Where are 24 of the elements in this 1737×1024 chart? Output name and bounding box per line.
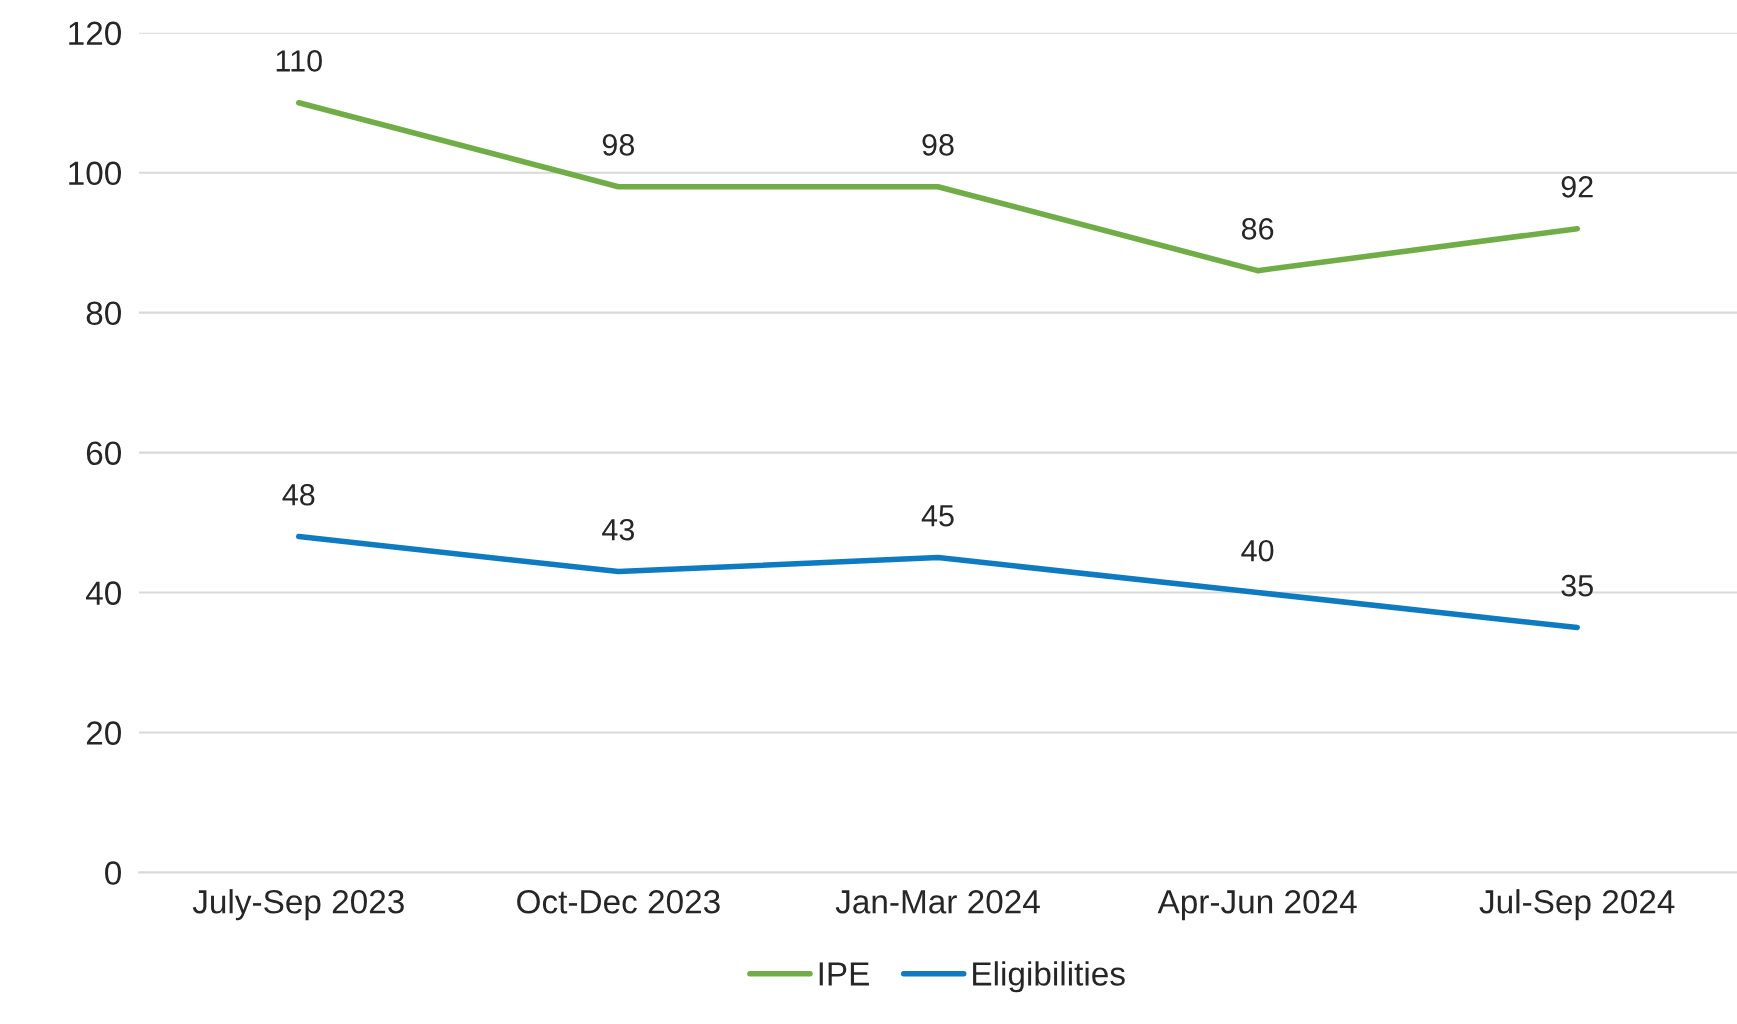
y-tick-label: 60 xyxy=(86,441,121,466)
y-tick-label: 40 xyxy=(85,581,121,605)
y-tick-label: 120 xyxy=(69,21,121,46)
y-tick-label: 100 xyxy=(69,161,121,186)
data-label: 35 xyxy=(1561,574,1593,597)
y-tick-label: 80 xyxy=(86,301,121,326)
data-label: 40 xyxy=(1241,539,1274,562)
data-label: 45 xyxy=(921,505,954,527)
data-label: 98 xyxy=(602,134,635,156)
data-label: 98 xyxy=(922,134,954,156)
y-tick-label: 0 xyxy=(105,861,121,885)
x-tick-label: Jan-Mar 2024 xyxy=(835,889,1040,914)
data-label: 43 xyxy=(602,518,635,541)
legend-label: Eligibilities xyxy=(973,961,1125,993)
x-tick-label: Oct-Dec 2023 xyxy=(517,889,720,914)
data-label: 86 xyxy=(1241,218,1274,240)
data-label: 92 xyxy=(1561,176,1593,198)
x-tick-label: Apr-Jun 2024 xyxy=(1157,889,1357,921)
y-tick-label: 20 xyxy=(86,721,121,745)
x-tick-label: Jul-Sep 2024 xyxy=(1479,889,1675,921)
data-label: 110 xyxy=(276,50,322,72)
x-tick-label: July-Sep 2023 xyxy=(192,889,404,921)
legend-label: IPE xyxy=(819,962,869,986)
data-label: 48 xyxy=(282,483,315,506)
